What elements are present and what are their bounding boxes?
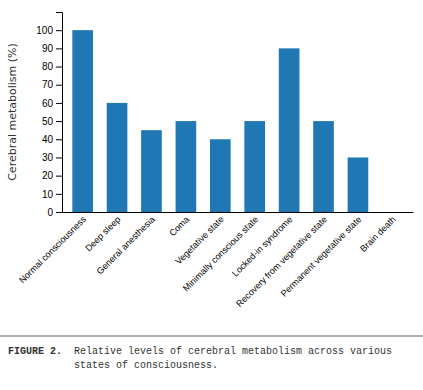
y-tick-mark: [56, 212, 62, 213]
bar: [382, 212, 403, 213]
bar: [244, 121, 265, 212]
y-tick-mark: [56, 67, 62, 68]
x-tick: Normal consciousness: [17, 214, 88, 285]
bar: [279, 48, 300, 212]
bar: [313, 121, 334, 212]
caption-title: FIGURE 2.: [8, 346, 62, 357]
y-axis-line: [56, 13, 63, 213]
y-tick: 70: [42, 79, 62, 90]
y-tick-mark: [56, 85, 62, 86]
y-tick-label: 0: [47, 207, 53, 218]
x-tick-label: General anesthesia: [95, 214, 157, 276]
x-tick: Brain death: [358, 214, 398, 254]
x-tick: General anesthesia: [95, 214, 157, 276]
x-tick: Permanent vegetative state: [279, 214, 364, 299]
x-tick-label: Normal consciousness: [17, 214, 88, 285]
x-axis: Normal consciousnessDeep sleepGeneral an…: [17, 213, 414, 309]
y-tick-mark: [56, 157, 62, 158]
y-tick-label: 40: [42, 134, 54, 145]
bars: [72, 30, 368, 212]
y-tick: 80: [42, 61, 62, 72]
y-tick-label: 100: [36, 25, 53, 36]
plot: 0 10 20 30 40 50 60 70 80 90 100 Normal consciousne…: [17, 13, 414, 309]
y-tick-label: 10: [42, 189, 54, 200]
x-tick: Locked-in syndrome: [230, 214, 294, 278]
x-tick-label: Permanent vegetative state: [279, 214, 364, 299]
y-tick: 10: [42, 189, 62, 200]
separator: [0, 335, 423, 337]
bar: [72, 30, 93, 212]
y-tick-label: 80: [42, 61, 54, 72]
y-tick-mark: [56, 121, 62, 122]
y-tick-label: 50: [42, 116, 54, 127]
x-tick: Coma: [167, 214, 191, 238]
bar: [176, 121, 197, 212]
y-tick-mark: [56, 48, 62, 49]
y-axis-title: Cerebral metabolism (%): [6, 43, 19, 181]
bar: [107, 103, 128, 212]
y-tick: 60: [42, 98, 62, 109]
x-tick-label: Brain death: [358, 214, 398, 254]
bar: [210, 139, 231, 212]
chart: 0 10 20 30 40 50 60 70 80 90 100 Normal consciousne…: [0, 0, 423, 390]
y-tick: 0: [47, 207, 62, 218]
y-tick: 100: [36, 25, 62, 36]
x-axis-line: [63, 212, 414, 213]
caption: Relative levels of cerebral metabolism a…: [74, 346, 392, 371]
y-tick: 20: [42, 170, 62, 181]
caption-line: states of consciousness.: [74, 360, 218, 371]
y-tick-mark: [56, 176, 62, 177]
bar: [348, 157, 369, 212]
y-axis: 0 10 20 30 40 50 60 70 80 90 100: [36, 13, 62, 218]
y-tick-mark: [56, 139, 62, 140]
y-tick: 90: [42, 43, 62, 54]
x-tick-label: Coma: [167, 214, 191, 238]
y-tick-label: 60: [42, 98, 54, 109]
y-tick-mark: [56, 30, 62, 31]
y-tick-label: 90: [42, 43, 54, 54]
y-tick: 50: [42, 116, 62, 127]
y-tick-label: 70: [42, 79, 54, 90]
y-tick-mark: [56, 103, 62, 104]
y-tick-label: 30: [42, 152, 54, 163]
y-tick-label: 20: [42, 170, 54, 181]
y-tick-mark: [56, 194, 62, 195]
y-tick: 40: [42, 134, 62, 145]
caption-line: Relative levels of cerebral metabolism a…: [74, 346, 392, 357]
x-tick-label: Locked-in syndrome: [230, 214, 294, 278]
y-tick: 30: [42, 152, 62, 163]
bar: [141, 130, 162, 212]
